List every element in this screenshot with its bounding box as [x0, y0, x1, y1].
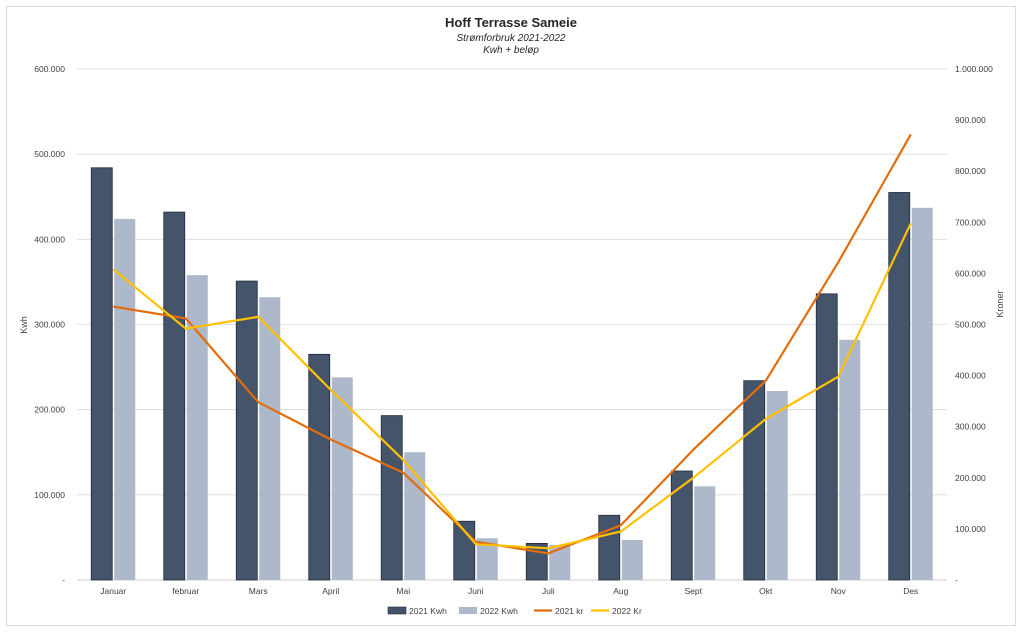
bar-2021-kwh	[90, 167, 113, 581]
legend-label: 2022 Kwh	[480, 606, 518, 616]
bar-2022-kwh	[331, 377, 353, 580]
line-2022-kr	[112, 222, 912, 550]
bar-2022-kwh	[476, 538, 498, 580]
bar-series	[90, 167, 933, 581]
bar-2021-kwh	[598, 514, 621, 581]
line-2021-kr	[113, 133, 912, 555]
y2-tick-label: 800.000	[955, 166, 986, 176]
y2-tick-label: 600.000	[955, 268, 986, 278]
chart-title: Hoff Terrasse Sameie	[445, 15, 577, 30]
y2-tick-label: 500.000	[955, 320, 986, 330]
x-tick-label: februar	[172, 586, 199, 596]
right-axis-ticks: - 100.000 200.000 300.000 400.000 500.000 600.…	[955, 64, 993, 585]
x-tick-label: Juni	[468, 586, 484, 596]
bar-2021-kwh	[380, 415, 403, 581]
y-tick-label: 200.000	[34, 405, 65, 415]
x-tick-label: April	[322, 586, 339, 596]
bar-2022-kwh	[839, 339, 861, 580]
x-tick-label: Mars	[249, 586, 268, 596]
x-tick-label: Mai	[396, 586, 410, 596]
combo-chart: Hoff Terrasse Sameie Strømforbruk 2021-2…	[19, 15, 1005, 616]
bar-2022-kwh	[621, 539, 643, 580]
chart-frame: Hoff Terrasse Sameie Strømforbruk 2021-2…	[6, 6, 1016, 626]
legend-label: 2022 Kr	[612, 606, 642, 616]
y-tick-label: 400.000	[34, 234, 65, 244]
x-tick-label: Juli	[542, 586, 555, 596]
legend: 2021 Kwh 2022 Kwh 2021 kr 2022 Kr	[387, 606, 642, 616]
x-tick-label: Okt	[759, 586, 773, 596]
x-tick-label: Aug	[613, 586, 628, 596]
gridlines	[77, 68, 947, 581]
bar-2022-kwh	[694, 486, 716, 580]
y-tick-label: 500.000	[34, 149, 65, 159]
bar-2021-kwh	[743, 380, 766, 581]
bar-2022-kwh	[259, 297, 281, 580]
y2-tick-label: 200.000	[955, 473, 986, 483]
bar-2021-kwh	[235, 280, 258, 581]
chart-subtitle-2: Kwh + beløp	[483, 45, 539, 56]
bar-2022-kwh	[549, 545, 571, 580]
y2-tick-label: 300.000	[955, 422, 986, 432]
y2-tick-label: 900.000	[955, 115, 986, 125]
chart-subtitle-1: Strømforbruk 2021-2022	[457, 33, 566, 44]
bar-2021-kwh	[308, 353, 331, 581]
y-tick-label: -	[62, 575, 65, 585]
y-tick-label: 300.000	[34, 320, 65, 330]
x-tick-label: Januar	[100, 586, 126, 596]
legend-swatch	[459, 607, 477, 614]
bar-2021-kwh	[163, 211, 186, 581]
bar-2021-kwh	[815, 293, 838, 581]
bar-2022-kwh	[186, 275, 208, 580]
bar-2021-kwh	[888, 192, 911, 581]
y2-tick-label: 700.000	[955, 217, 986, 227]
y-tick-label: 100.000	[34, 490, 65, 500]
y-axis-label: Kwh	[19, 316, 29, 334]
y2-tick-label: 400.000	[955, 371, 986, 381]
x-tick-label: Sept	[685, 586, 703, 596]
bar-2021-kwh	[670, 470, 693, 581]
bar-2022-kwh	[911, 207, 933, 581]
bar-2022-kwh	[404, 452, 426, 580]
left-axis-ticks: - 100.000 200.000 300.000 400.000 500.000 600.…	[34, 64, 65, 585]
legend-label: 2021 kr	[555, 606, 584, 616]
bar-2022-kwh	[766, 390, 788, 580]
line-series	[112, 133, 912, 555]
y2-axis-label: Kroner	[995, 290, 1005, 317]
y2-tick-label: 1.000.000	[955, 64, 993, 74]
y2-tick-label: -	[955, 575, 958, 585]
x-axis-ticks: Januar februar Mars April Mai Juni Juli Aug Sept…	[100, 586, 918, 596]
legend-label: 2021 Kwh	[409, 606, 447, 616]
legend-swatch	[387, 606, 407, 615]
y-tick-label: 600.000	[34, 64, 65, 74]
y2-tick-label: 100.000	[955, 524, 986, 534]
x-tick-label: Des	[903, 586, 918, 596]
x-tick-label: Nov	[831, 586, 847, 596]
